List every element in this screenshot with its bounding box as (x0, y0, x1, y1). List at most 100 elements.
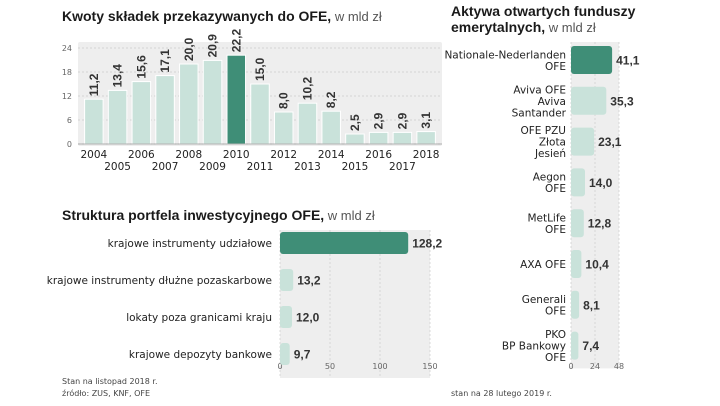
bar (179, 63, 199, 145)
bar (571, 168, 585, 197)
category-label: OFE (545, 61, 566, 73)
category-label: MetLife (527, 212, 566, 224)
bar (155, 75, 175, 145)
x-tick-label: 48 (614, 362, 624, 371)
bar (571, 127, 595, 156)
bar (345, 133, 365, 145)
bar (273, 111, 294, 145)
bar-value-label: 9,7 (294, 348, 311, 362)
category-label: Santander (512, 107, 567, 119)
plot-panel (280, 230, 430, 378)
bar-value-label: 2,9 (372, 112, 386, 129)
contributions-chart: 24 18 12 6 0 11,2 2004 13,4 2005 15,6 2006 17,1 2007… (62, 29, 442, 173)
y-tick-label: 6 (67, 116, 72, 125)
bar (571, 250, 582, 278)
x-tick-label: 2010 (223, 149, 250, 161)
bar-value-label: 12,8 (588, 217, 612, 231)
category-label: Aviva OFE (513, 84, 566, 96)
bar-value-label: 15,6 (134, 55, 148, 79)
bar-value-label: 23,1 (598, 135, 622, 149)
category-label: BP Bankowy (502, 341, 566, 353)
x-tick-label: 150 (422, 362, 437, 371)
category-label: Aviva (538, 96, 566, 108)
bar-value-label: 8,1 (583, 298, 600, 312)
bar (107, 89, 128, 145)
category-label: krajowe instrumenty udziałowe (108, 238, 272, 250)
bar-value-label: 8,2 (324, 91, 338, 108)
category-label: PKO (545, 329, 566, 341)
x-tick-label: 2009 (199, 161, 226, 173)
y-tick-label: 12 (62, 92, 72, 101)
category-label: lokaty poza granicami kraju (126, 312, 272, 324)
x-tick-label: 2015 (342, 161, 369, 173)
x-tick-label: 2013 (294, 161, 321, 173)
y-tick-label: 0 (67, 140, 72, 149)
x-tick-label: 2018 (413, 149, 440, 161)
category-label: Generali (522, 294, 566, 306)
bar (392, 131, 413, 145)
assets-chart: 0 24 4841,1Nationale-NederlandenOFE35,3Avi… (444, 42, 640, 371)
bar-value-label: 22,2 (229, 29, 243, 53)
assets-date-note: stan na 28 lutego 2019 r. (451, 389, 552, 398)
bar-value-label: 10,2 (300, 77, 314, 101)
bar-value-label: 7,4 (582, 339, 599, 353)
assets-title-line1: Aktywa otwartych funduszy (451, 3, 636, 19)
category-label: Złota (539, 137, 566, 149)
bar (226, 54, 247, 145)
bar (416, 131, 436, 145)
category-label: OFE PZU (521, 125, 567, 137)
x-tick-label: 50 (325, 362, 335, 371)
x-tick-label: 2017 (389, 161, 416, 173)
bar (571, 290, 580, 319)
bar (321, 110, 341, 145)
bar-value-label: 35,3 (610, 94, 634, 108)
x-tick-label: 2011 (247, 161, 274, 173)
bar (131, 81, 152, 145)
bar-value-label: 10,4 (585, 258, 609, 272)
category-label: OFE (545, 224, 566, 236)
bar (280, 232, 409, 254)
bar-value-label: 20,9 (206, 34, 220, 58)
bar (280, 306, 292, 328)
bar (571, 86, 607, 115)
source-note-date: Stan na listopad 2018 r. (62, 377, 158, 386)
x-tick-label: 0 (568, 362, 573, 371)
x-tick-label: 2012 (270, 149, 297, 161)
y-tick-label: 24 (62, 44, 72, 53)
x-tick-label: 100 (372, 362, 387, 371)
bar (280, 269, 294, 291)
portfolio-title: Struktura portfela inwestycyjnego OFE, w… (62, 207, 375, 223)
bar-value-label: 8,0 (277, 92, 291, 109)
bar (202, 59, 223, 145)
bar (571, 331, 579, 360)
bar-value-label: 2,5 (348, 114, 362, 131)
portfolio-chart: 0 50 100 150 128,2 krajowe instrumenty udział… (47, 230, 443, 378)
bar-value-label: 14,0 (589, 176, 613, 190)
bar-value-label: 15,0 (253, 57, 267, 81)
category-label: AXA OFE (520, 259, 566, 271)
contributions-title: Kwoty składek przekazywanych do OFE, w m… (62, 8, 382, 24)
x-tick-label: 2005 (104, 161, 131, 173)
assets-title-line2: emerytalnych, w mld zł (451, 19, 596, 35)
category-label: OFE (545, 306, 566, 318)
x-tick-label: 2008 (175, 149, 202, 161)
x-tick-label: 2004 (80, 149, 107, 161)
bar-value-label: 17,1 (158, 49, 172, 73)
x-tick-label: 0 (277, 362, 282, 371)
bar-value-label: 2,9 (395, 112, 409, 129)
bar (84, 98, 104, 145)
x-tick-label: 24 (590, 362, 600, 371)
x-tick-label: 2006 (128, 149, 155, 161)
x-tick-label: 2016 (365, 149, 392, 161)
category-label: OFE (545, 183, 566, 195)
bar (280, 343, 290, 365)
category-label: OFE (545, 352, 566, 364)
category-label: krajowe depozyty bankowe (129, 349, 272, 361)
bar-value-label: 128,2 (412, 237, 442, 251)
category-label: Nationale-Nederlanden (444, 49, 566, 61)
bar-value-label: 20,0 (182, 37, 196, 61)
bar (571, 46, 613, 74)
source-note-source: źródło: ZUS, KNF, OFE (62, 388, 150, 398)
bar-value-label: 11,2 (87, 73, 101, 96)
